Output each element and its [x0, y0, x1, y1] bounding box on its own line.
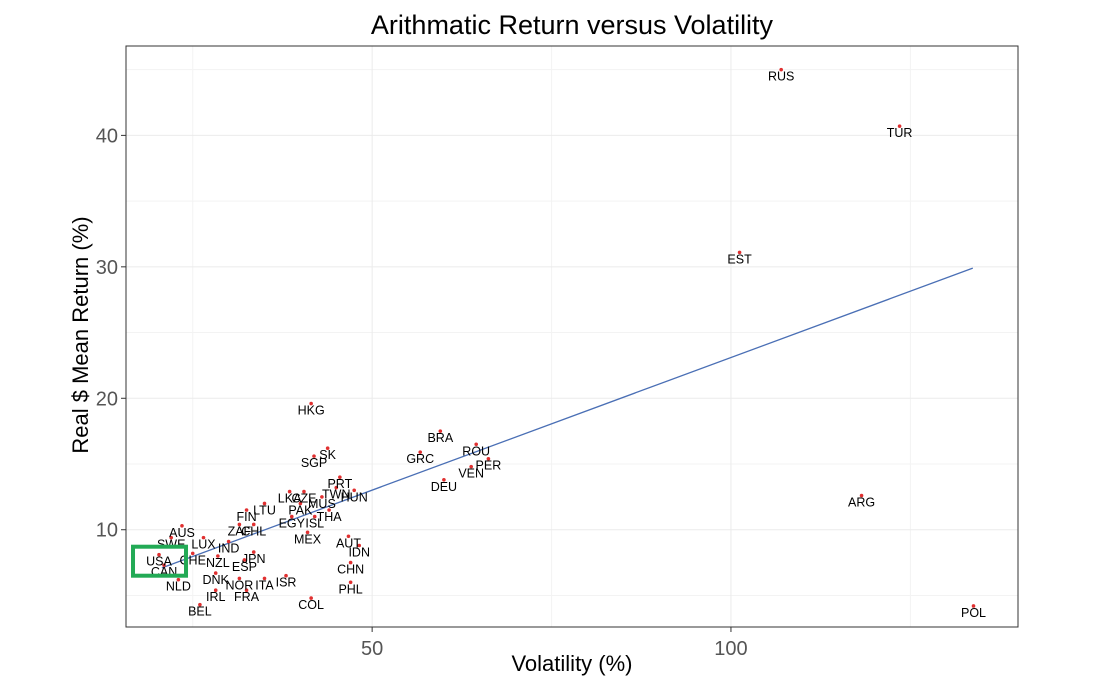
- plot-panel-border: [126, 46, 1018, 627]
- y-tick-label: 40: [96, 125, 118, 147]
- axis-ticks: 50 100 10 20 30 40: [96, 125, 748, 660]
- point-label-lux: LUX: [191, 538, 216, 552]
- point-label-swe: SWE: [157, 538, 185, 552]
- point-label-ven: VEN: [458, 467, 484, 481]
- point-label-isl: ISL: [305, 517, 324, 531]
- point-label-tur: TUR: [887, 126, 913, 140]
- gridlines: [126, 46, 1018, 627]
- chart-title: Arithmatic Return versus Volatility: [371, 10, 774, 40]
- point-label-bel: BEL: [188, 605, 212, 619]
- point-label-hun: HUN: [341, 490, 368, 504]
- x-tick-label: 50: [361, 638, 383, 660]
- point-label-idn: IDN: [348, 546, 370, 560]
- point-label-phl: PHL: [338, 582, 362, 596]
- y-tick-label: 30: [96, 257, 118, 279]
- point-label-grc: GRC: [406, 452, 434, 466]
- point-label-fra: FRA: [234, 590, 260, 604]
- point-label-sgp: SGP: [301, 456, 327, 470]
- y-tick-label: 10: [96, 520, 118, 542]
- point-label-chl: CHL: [241, 524, 266, 538]
- point-label-bra: BRA: [427, 431, 453, 445]
- point-label-col: COL: [298, 598, 324, 612]
- point-label-esp: ESP: [232, 560, 257, 574]
- point-label-fin: FIN: [236, 510, 256, 524]
- point-label-est: EST: [727, 252, 752, 266]
- point-label-rus: RUS: [768, 70, 794, 84]
- x-tick-label: 100: [714, 638, 747, 660]
- point-label-hkg: HKG: [298, 404, 325, 418]
- point-label-che: CHE: [180, 553, 206, 567]
- point-label-ind: IND: [218, 542, 240, 556]
- point-label-deu: DEU: [431, 480, 457, 494]
- point-label-mex: MEX: [294, 532, 322, 546]
- point-label-arg: ARG: [848, 496, 875, 510]
- point-label-egy: EGY: [279, 517, 306, 531]
- point-label-irl: IRL: [206, 590, 226, 604]
- x-axis-title: Volatility (%): [511, 651, 632, 676]
- point-label-pak: PAK: [288, 503, 313, 517]
- point-label-pol: POL: [961, 606, 986, 620]
- point-label-nzl: NZL: [206, 556, 230, 570]
- point-label-isr: ISR: [276, 576, 297, 590]
- point-label-chn: CHN: [337, 563, 364, 577]
- y-tick-label: 20: [96, 388, 118, 410]
- point-label-rou: ROU: [462, 444, 490, 458]
- y-axis-title: Real $ Mean Return (%): [68, 216, 93, 453]
- point-label-nld: NLD: [166, 580, 191, 594]
